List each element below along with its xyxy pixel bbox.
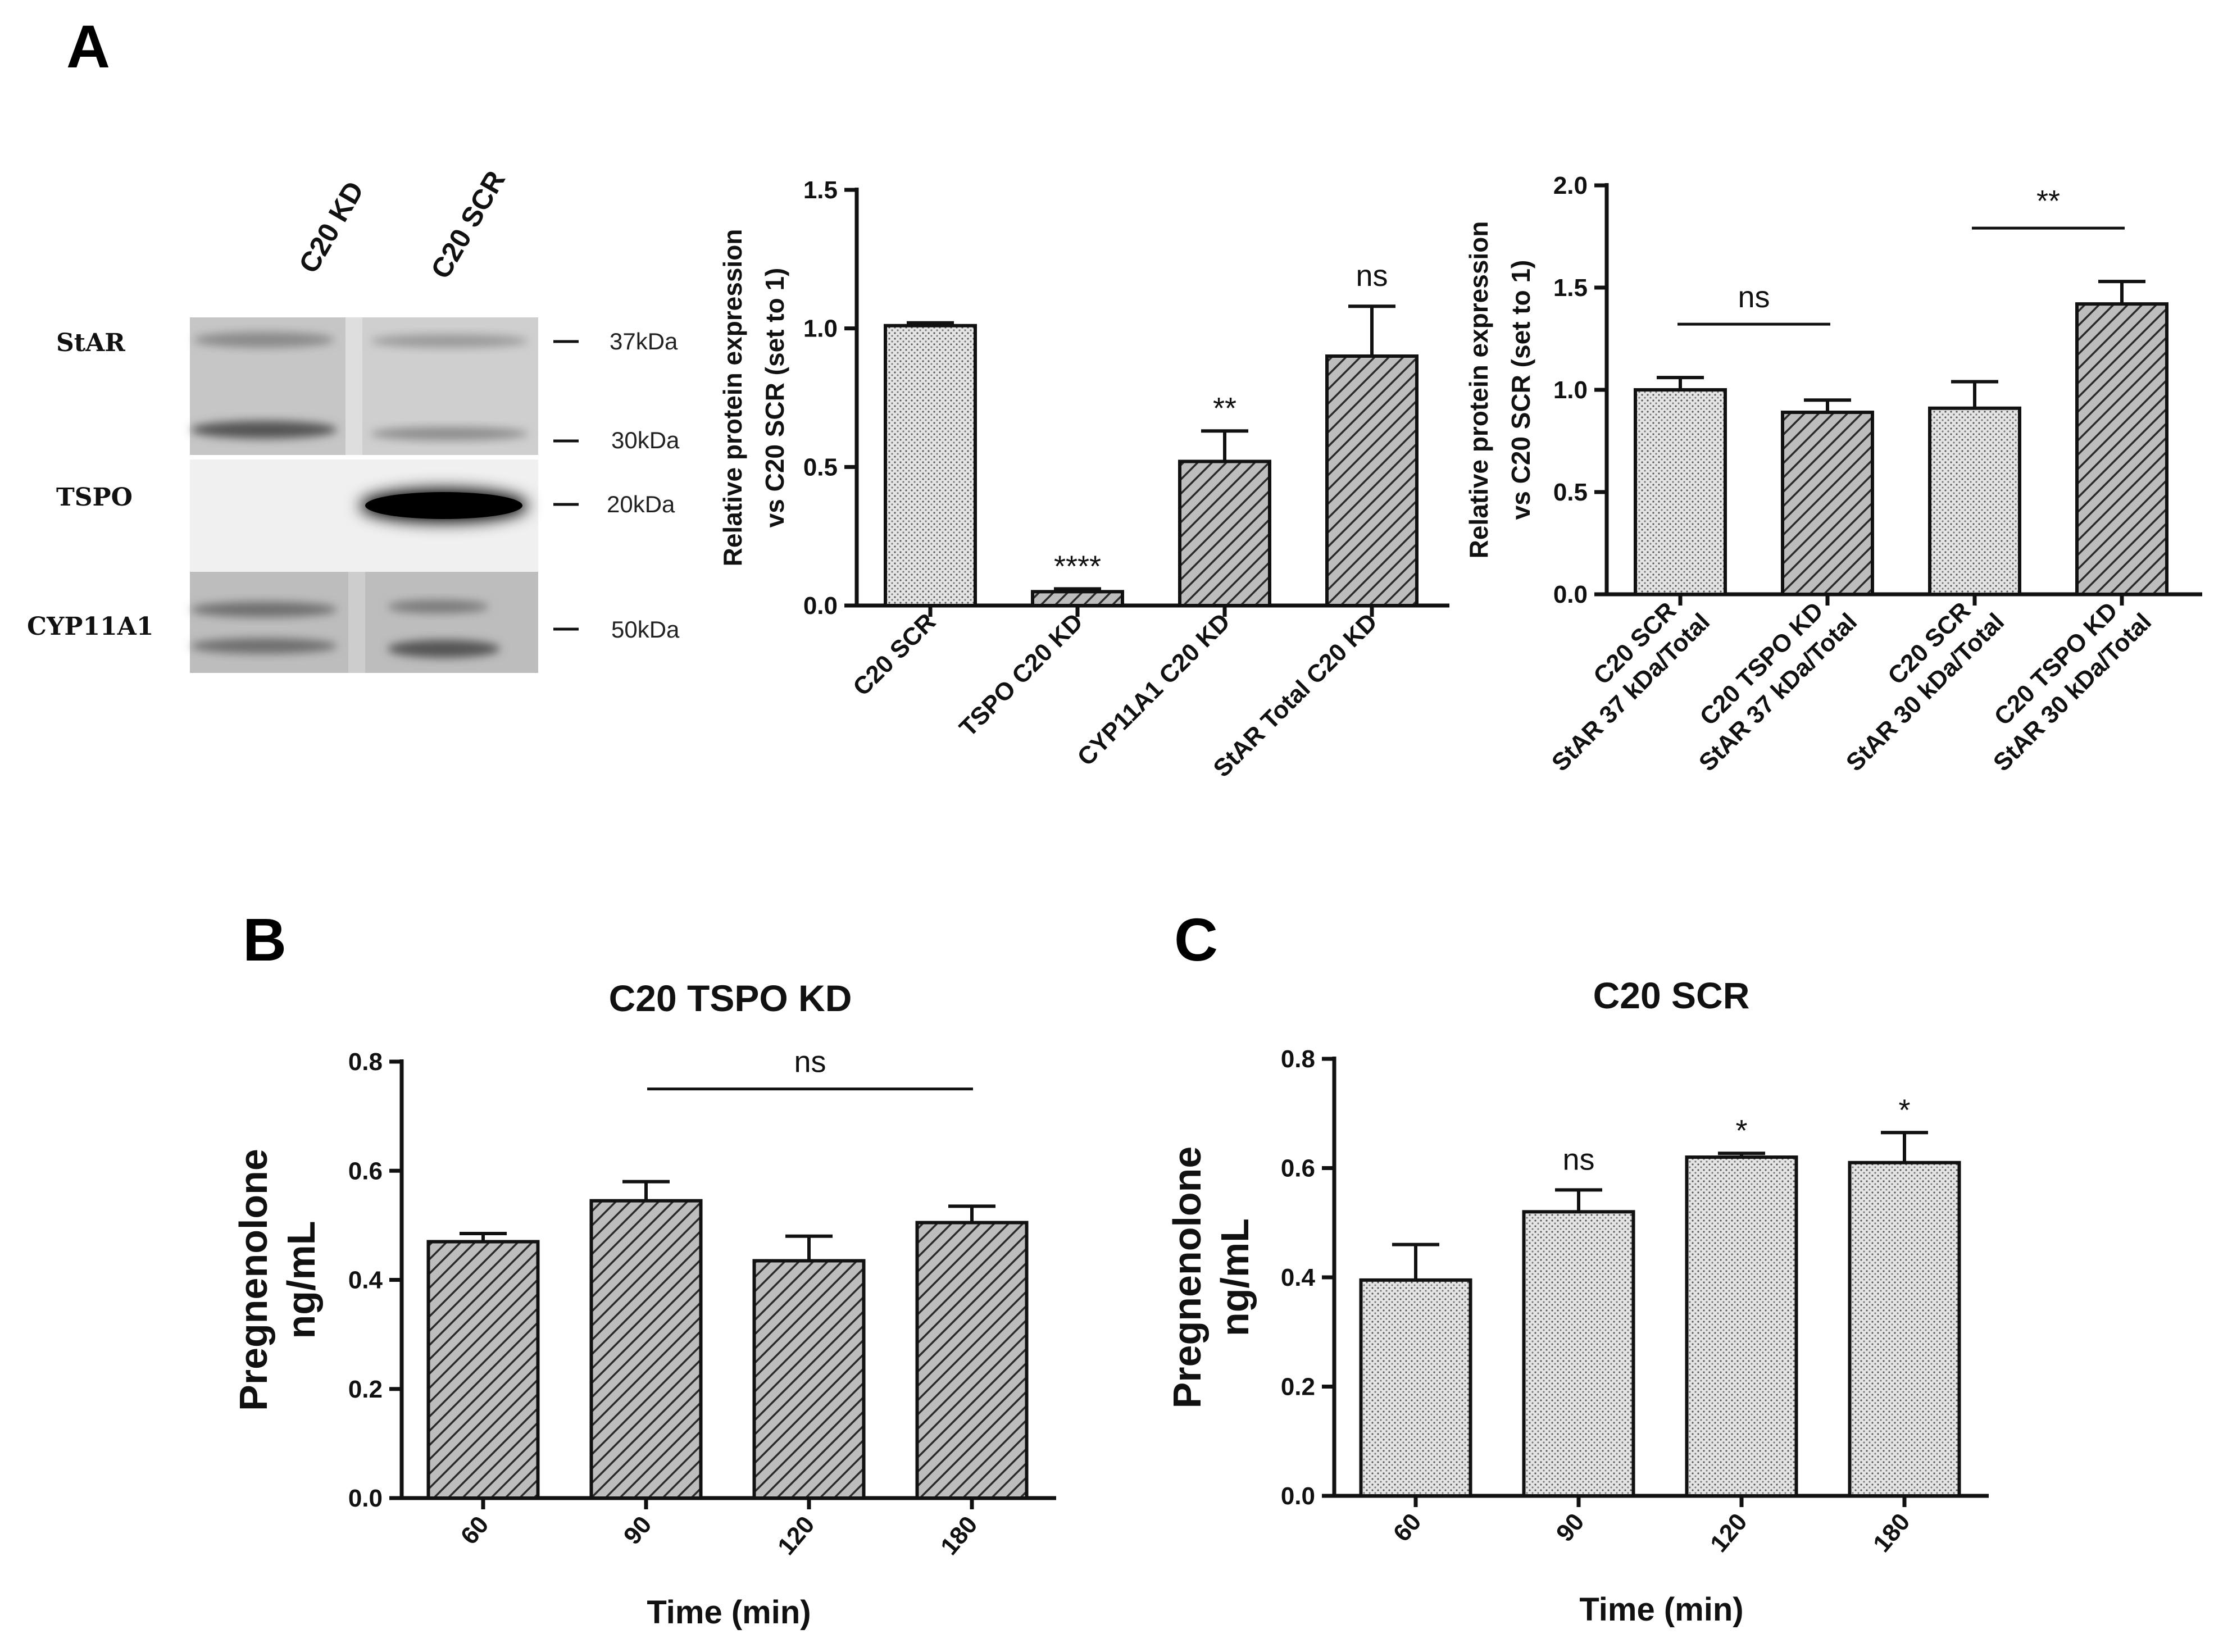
- significance-label: ****: [1054, 549, 1101, 583]
- significance-label: **: [1213, 392, 1236, 425]
- y-tick-label: 1.5: [803, 176, 838, 204]
- chart-a-middle: 0.0 0.5 1.0 1.5 C20 SCR TSPO C20 KD **** CYP11A…: [718, 176, 1449, 782]
- x-tick-label: TSPO C20 KD: [954, 608, 1088, 742]
- blot-strip-star: [190, 317, 538, 455]
- y-tick-label: 0.0: [1553, 581, 1588, 608]
- y-axis-title: ng/mL: [279, 1221, 323, 1339]
- panel-letter-b: B: [243, 905, 287, 973]
- y-tick-label: 0.8: [1281, 1045, 1315, 1073]
- mw-label-20: 20kDa: [607, 491, 675, 517]
- y-axis-title: Relative protein expression: [718, 229, 747, 567]
- bar: [1178, 459, 1271, 607]
- bar: [1781, 411, 1874, 596]
- y-tick-label: 1.5: [1553, 274, 1588, 302]
- panel-letter-c: C: [1174, 905, 1218, 973]
- mw-label-50: 50kDa: [611, 616, 680, 643]
- significance-label: ns: [794, 1045, 826, 1079]
- x-tick-label: 60: [1388, 1508, 1427, 1547]
- bar: [915, 1221, 1029, 1500]
- lane-label-c20-kd: C20 KD: [293, 176, 370, 278]
- bar: [589, 1199, 703, 1500]
- chart-c-scr: 0.0 0.2 0.4 0.6 0.8 60 90 ns 120 * 180 * Pregnenolon…: [1165, 975, 1989, 1628]
- bar: [884, 324, 977, 607]
- panel-letter-a: A: [66, 12, 110, 80]
- significance-label: ns: [1562, 1143, 1594, 1176]
- y-axis-title: Relative protein expression: [1464, 221, 1493, 559]
- bar: [1031, 590, 1124, 608]
- protein-label-cyp11a1: CYP11A1: [27, 612, 154, 641]
- significance-label: *: [1898, 1093, 1910, 1127]
- blot-strip-tspo: [190, 459, 538, 572]
- bar: [1685, 1155, 1798, 1498]
- chart-b-tspo-kd: 0.0 0.2 0.4 0.6 0.8 60 90 120 180 ns Pregnenolone n…: [231, 977, 1056, 1631]
- significance-label: ns: [1738, 280, 1770, 314]
- y-axis-title: vs C20 SCR (set to 1): [760, 268, 789, 528]
- y-axis-title: Pregnenolone: [1165, 1146, 1209, 1409]
- y-tick-label: 2.0: [1553, 172, 1588, 199]
- y-axis-title: ng/mL: [1213, 1218, 1257, 1336]
- x-tick-label: 90: [619, 1511, 657, 1550]
- x-tick-label: 120: [772, 1511, 820, 1560]
- bar: [1848, 1161, 1961, 1498]
- y-tick-label: 0.5: [1553, 479, 1588, 506]
- y-tick-label: 0.6: [1281, 1155, 1315, 1182]
- chart-title: C20 SCR: [1593, 975, 1750, 1016]
- y-tick-label: 1.0: [803, 315, 838, 343]
- x-tick-label: 180: [935, 1511, 983, 1560]
- x-tick-label: 180: [1868, 1508, 1916, 1558]
- significance-label: **: [2036, 184, 2060, 218]
- y-tick-label: 0.2: [1281, 1373, 1315, 1401]
- x-tick-label: CYP11A1 C20 KD: [1072, 608, 1235, 771]
- bar: [1522, 1210, 1635, 1498]
- y-tick-label: 1.0: [1553, 376, 1588, 404]
- bar: [1634, 388, 1727, 596]
- y-tick-label: 0.0: [348, 1485, 383, 1512]
- bar: [1359, 1278, 1472, 1498]
- lane-label-c20-scr: C20 SCR: [425, 166, 511, 284]
- y-tick-label: 0.6: [348, 1157, 383, 1185]
- x-tick-label: 120: [1705, 1508, 1753, 1558]
- bar: [752, 1259, 866, 1500]
- x-tick-label: 60: [456, 1511, 494, 1550]
- x-axis-title: Time (min): [1579, 1591, 1743, 1628]
- y-tick-label: 0.2: [348, 1376, 383, 1403]
- western-blot: C20 KD C20 SCR StAR TSPO CYP11A1: [27, 166, 680, 673]
- x-tick-label: StAR Total C20 KD: [1208, 608, 1383, 782]
- protein-label-tspo: TSPO: [56, 483, 133, 512]
- blot-strip-cyp11a1: [190, 572, 538, 673]
- y-axis-title: Pregnenolone: [231, 1149, 275, 1411]
- y-tick-label: 0.0: [1281, 1482, 1315, 1510]
- bar: [1928, 406, 2021, 596]
- bar: [426, 1240, 540, 1500]
- significance-label: ns: [1356, 259, 1388, 293]
- x-tick-label: C20 SCR: [848, 608, 941, 701]
- y-tick-label: 0.8: [348, 1048, 383, 1076]
- significance-label: *: [1735, 1114, 1747, 1148]
- protein-label-star: StAR: [56, 329, 125, 357]
- y-tick-label: 0.5: [803, 453, 838, 481]
- mw-label-30: 30kDa: [611, 427, 680, 453]
- bar: [1325, 354, 1419, 607]
- x-axis-title: Time (min): [647, 1594, 811, 1631]
- mw-label-37: 37kDa: [610, 328, 678, 354]
- y-tick-label: 0.4: [348, 1267, 383, 1294]
- y-axis-title: vs C20 SCR (set to 1): [1506, 260, 1535, 520]
- bar: [2075, 302, 2168, 596]
- y-tick-label: 0.0: [803, 592, 838, 620]
- x-tick-label: 90: [1551, 1508, 1590, 1547]
- y-tick-label: 0.4: [1281, 1264, 1316, 1291]
- chart-title: C20 TSPO KD: [609, 977, 852, 1019]
